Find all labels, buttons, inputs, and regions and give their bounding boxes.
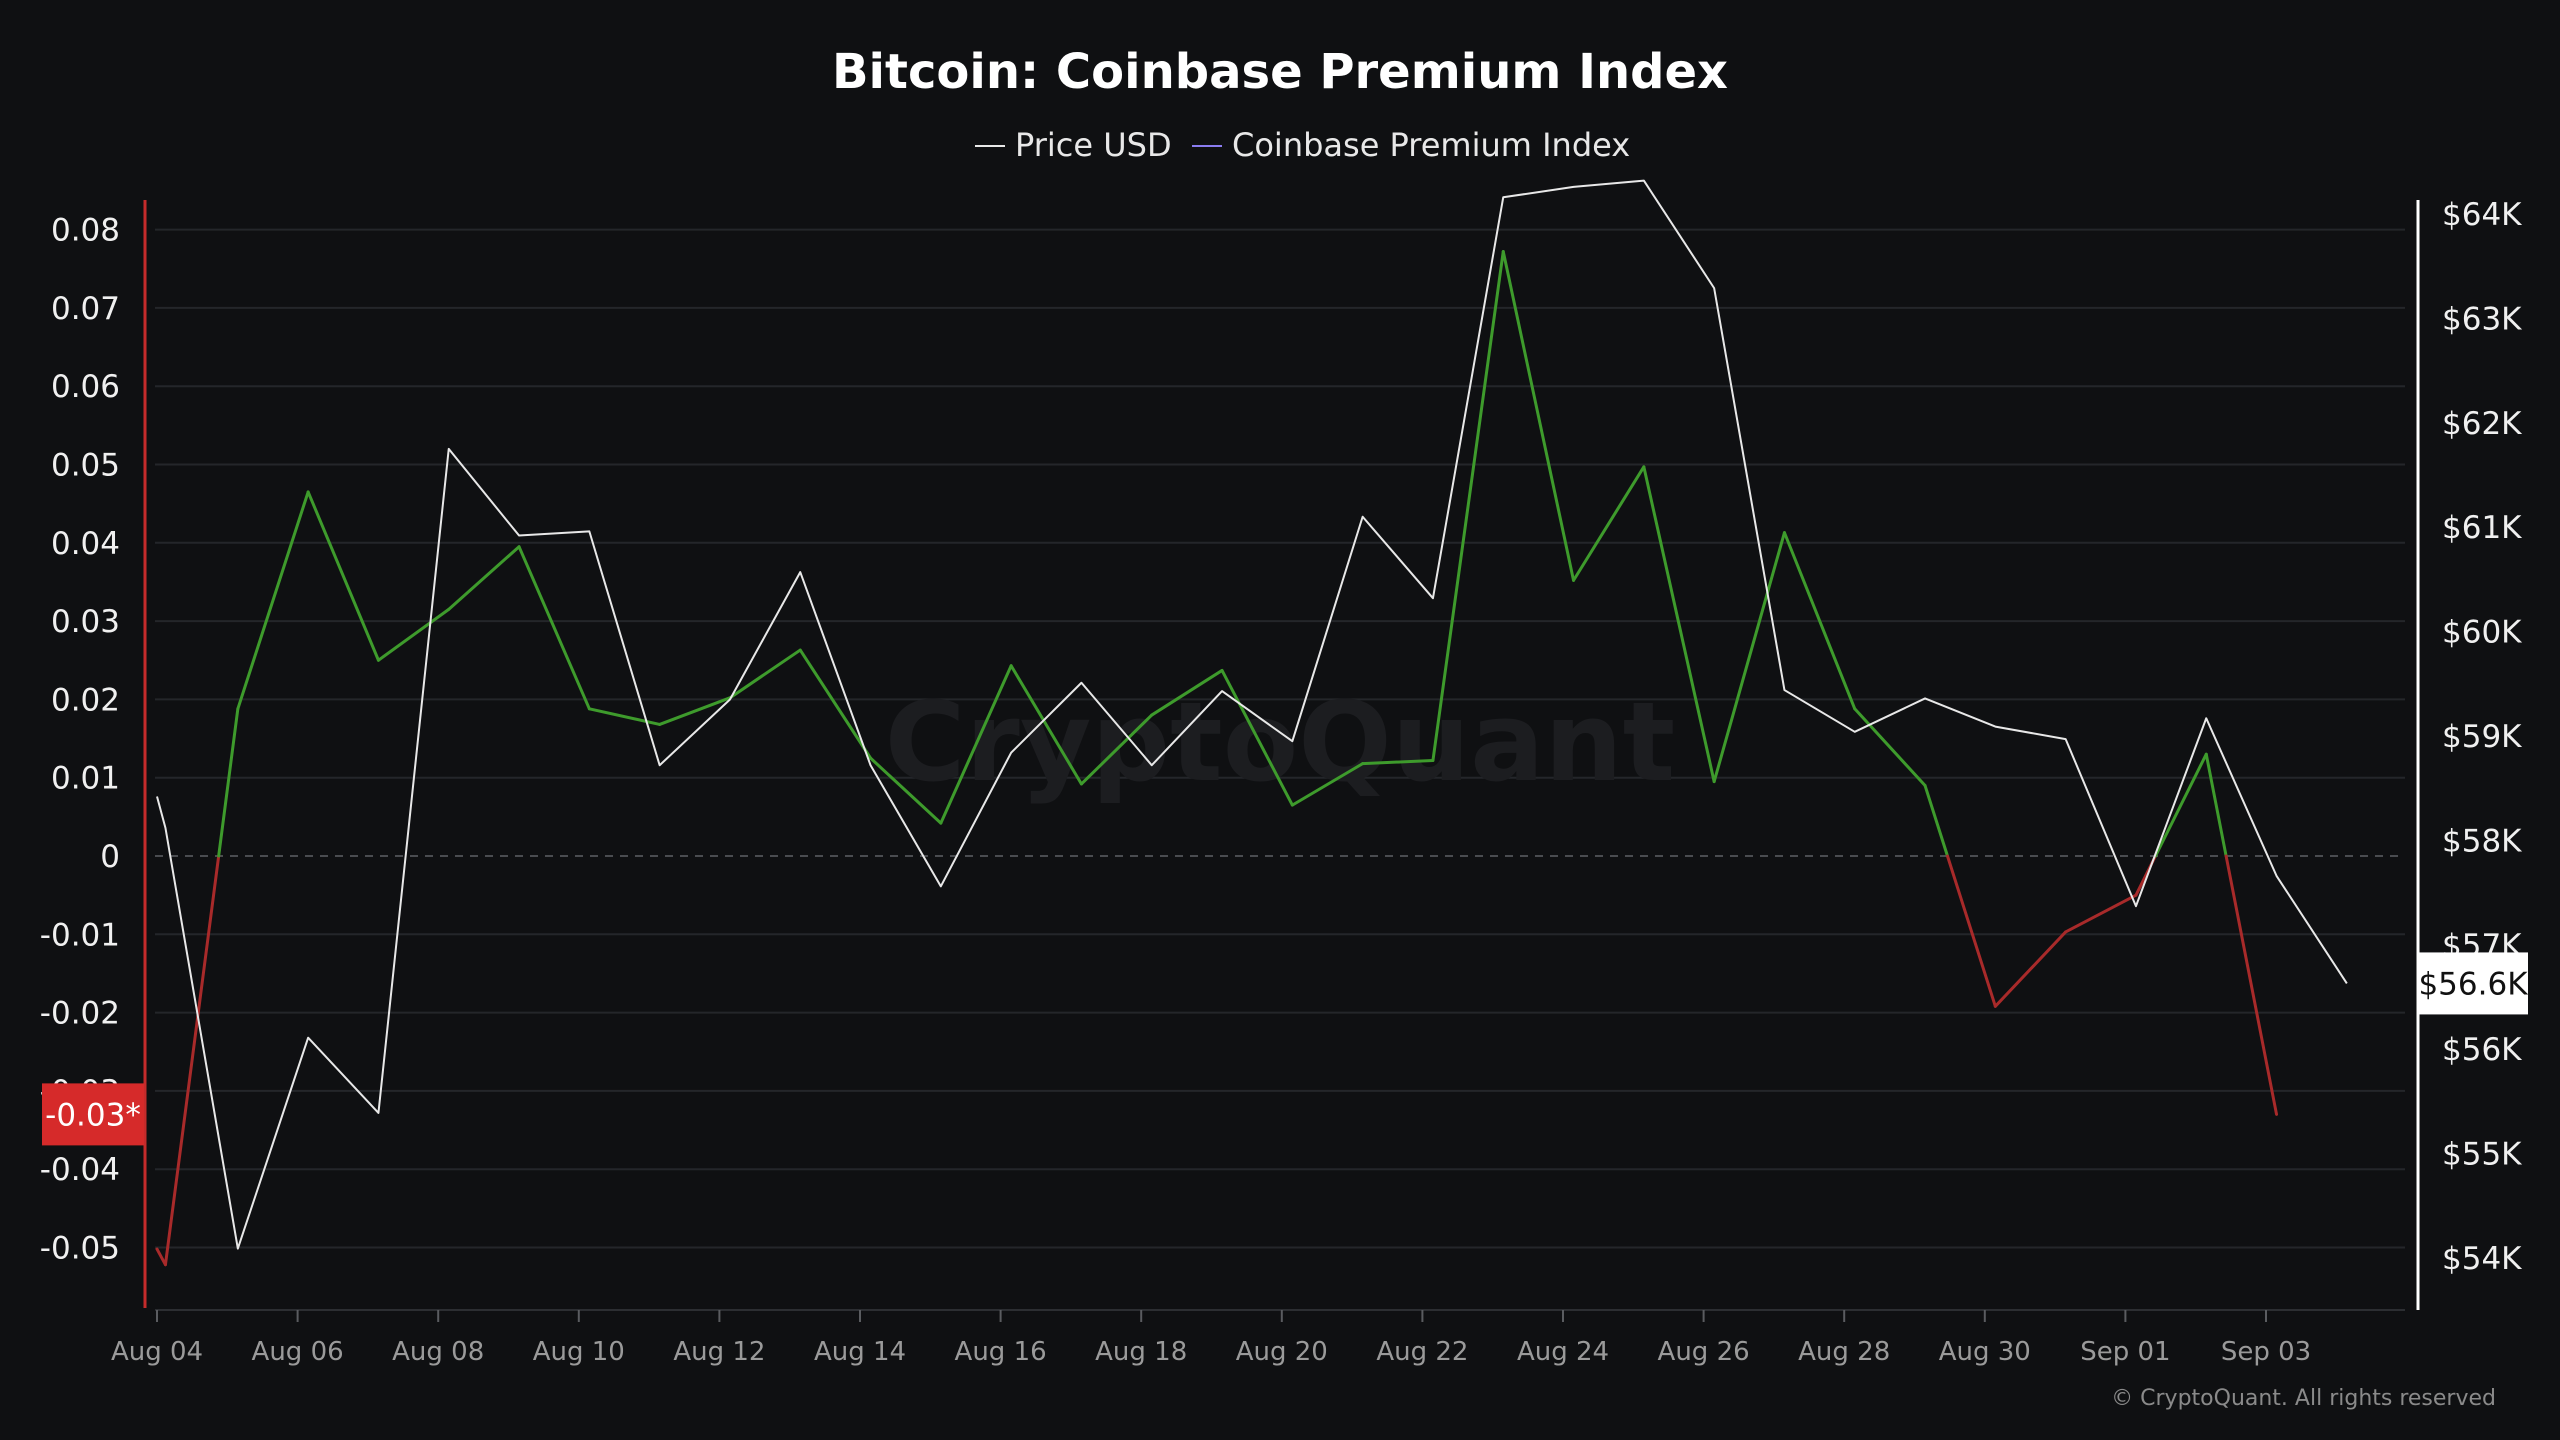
watermark: CryptoQuant (885, 678, 1676, 806)
x-tick-label: Aug 30 (1939, 1337, 2031, 1367)
right-tick-label: $61K (2442, 510, 2522, 546)
x-tick-label: Aug 16 (955, 1337, 1047, 1367)
grid-layer (155, 228, 2405, 1249)
legend: Price USD Coinbase Premium Index (975, 126, 1630, 164)
right-tick-label: $64K (2442, 197, 2522, 233)
premium-segment (1009, 664, 1083, 786)
premium-segment (306, 490, 380, 662)
premium-segment (1945, 854, 1997, 1008)
right-tick-label: $62K (2442, 406, 2522, 442)
right-current-value-badge: $56.6K (2418, 952, 2528, 1015)
right-tick-label: $56K (2442, 1032, 2522, 1068)
left-tick-label: 0.04 (51, 526, 120, 562)
axis-layer: 0.08 0.07 0.06 0.05 0.04 0.03 0.02 0.01 0 -0.01 -0… (40, 197, 2522, 1367)
x-tick-label: Aug 06 (252, 1337, 344, 1367)
left-tick-label: 0.08 (51, 213, 120, 249)
premium-segment (658, 696, 732, 726)
right-tick-label: $55K (2442, 1137, 2522, 1173)
premium-segment (1290, 762, 1365, 807)
premium-segment (1431, 250, 1505, 762)
premium-segment (939, 664, 1013, 825)
premium-segment (1220, 668, 1294, 807)
x-tick-label: Sep 03 (2221, 1337, 2311, 1367)
copyright-notice: © CryptoQuant. All rights reserved (2111, 1386, 2496, 1411)
x-tick-label: Aug 18 (1095, 1337, 1187, 1367)
premium-segment (1642, 465, 1716, 784)
premium-segment (1923, 784, 1949, 858)
premium-segment (1712, 531, 1786, 784)
premium-segment (376, 607, 451, 662)
right-tick-label: $63K (2442, 301, 2522, 337)
right-tick-label: $54K (2442, 1241, 2522, 1277)
premium-segment (1782, 531, 1857, 711)
x-tick-label: Sep 01 (2080, 1337, 2170, 1367)
premium-segment (1150, 668, 1224, 717)
premium-segment (1853, 707, 1927, 788)
left-tick-label: 0.05 (51, 448, 120, 484)
premium-segment (2064, 893, 2138, 934)
right-badge-bg (2418, 952, 2528, 1015)
x-tick-label: Aug 14 (814, 1337, 906, 1367)
left-badge-bg (42, 1083, 144, 1146)
premium-segment (447, 545, 521, 611)
right-tick-label: $60K (2442, 615, 2522, 651)
premium-segment (1993, 930, 2068, 1008)
chart-title: Bitcoin: Coinbase Premium Index (832, 44, 1728, 100)
premium-segment (2153, 752, 2208, 858)
legend-label-premium: Coinbase Premium Index (1232, 126, 1630, 164)
left-tick-label: -0.05 (40, 1231, 120, 1267)
left-badge-label: -0.03* (45, 1097, 141, 1133)
premium-segment (155, 1247, 167, 1267)
left-tick-label: 0.02 (51, 682, 120, 718)
premium-segment (2224, 854, 2279, 1116)
premium-segment (163, 854, 221, 1267)
left-tick-label: 0.06 (51, 369, 120, 405)
premium-segment (217, 707, 240, 858)
right-badge-label: $56.6K (2418, 966, 2528, 1002)
left-tick-label: 0.01 (51, 761, 120, 797)
premium-segment (1572, 465, 1646, 582)
series-layer (155, 179, 2348, 1267)
legend-label-price: Price USD (1015, 126, 1172, 164)
right-tick-label: $58K (2442, 823, 2522, 859)
x-tick-label: Aug 20 (1236, 1337, 1328, 1367)
left-tick-label: -0.04 (40, 1152, 120, 1188)
left-tick-label: 0.07 (51, 291, 120, 327)
left-tick-label: 0 (100, 839, 120, 875)
left-current-value-badge: -0.03* (42, 1083, 144, 1146)
premium-segment (2204, 752, 2228, 858)
premium-segment (1361, 758, 1435, 766)
premium-segment (587, 707, 662, 726)
x-tick-label: Aug 10 (533, 1337, 625, 1367)
x-tick-label: Aug 22 (1376, 1337, 1468, 1367)
x-tick-label: Aug 12 (673, 1337, 765, 1367)
x-tick-label: Aug 24 (1517, 1337, 1609, 1367)
premium-segment (1079, 713, 1154, 786)
right-tick-label: $59K (2442, 719, 2522, 755)
premium-segment (1501, 250, 1576, 582)
left-tick-label: 0.03 (51, 604, 120, 640)
premium-segment (728, 648, 802, 700)
premium-segment (869, 756, 943, 825)
x-tick-label: Aug 04 (111, 1337, 203, 1367)
premium-segment (236, 490, 310, 711)
left-tick-label: -0.01 (40, 917, 120, 953)
x-tick-label: Aug 08 (392, 1337, 484, 1367)
left-tick-label: -0.02 (40, 996, 120, 1032)
premium-segment (517, 545, 591, 711)
premium-segment (798, 648, 873, 760)
x-tick-label: Aug 28 (1798, 1337, 1890, 1367)
x-tick-label: Aug 26 (1658, 1337, 1750, 1367)
